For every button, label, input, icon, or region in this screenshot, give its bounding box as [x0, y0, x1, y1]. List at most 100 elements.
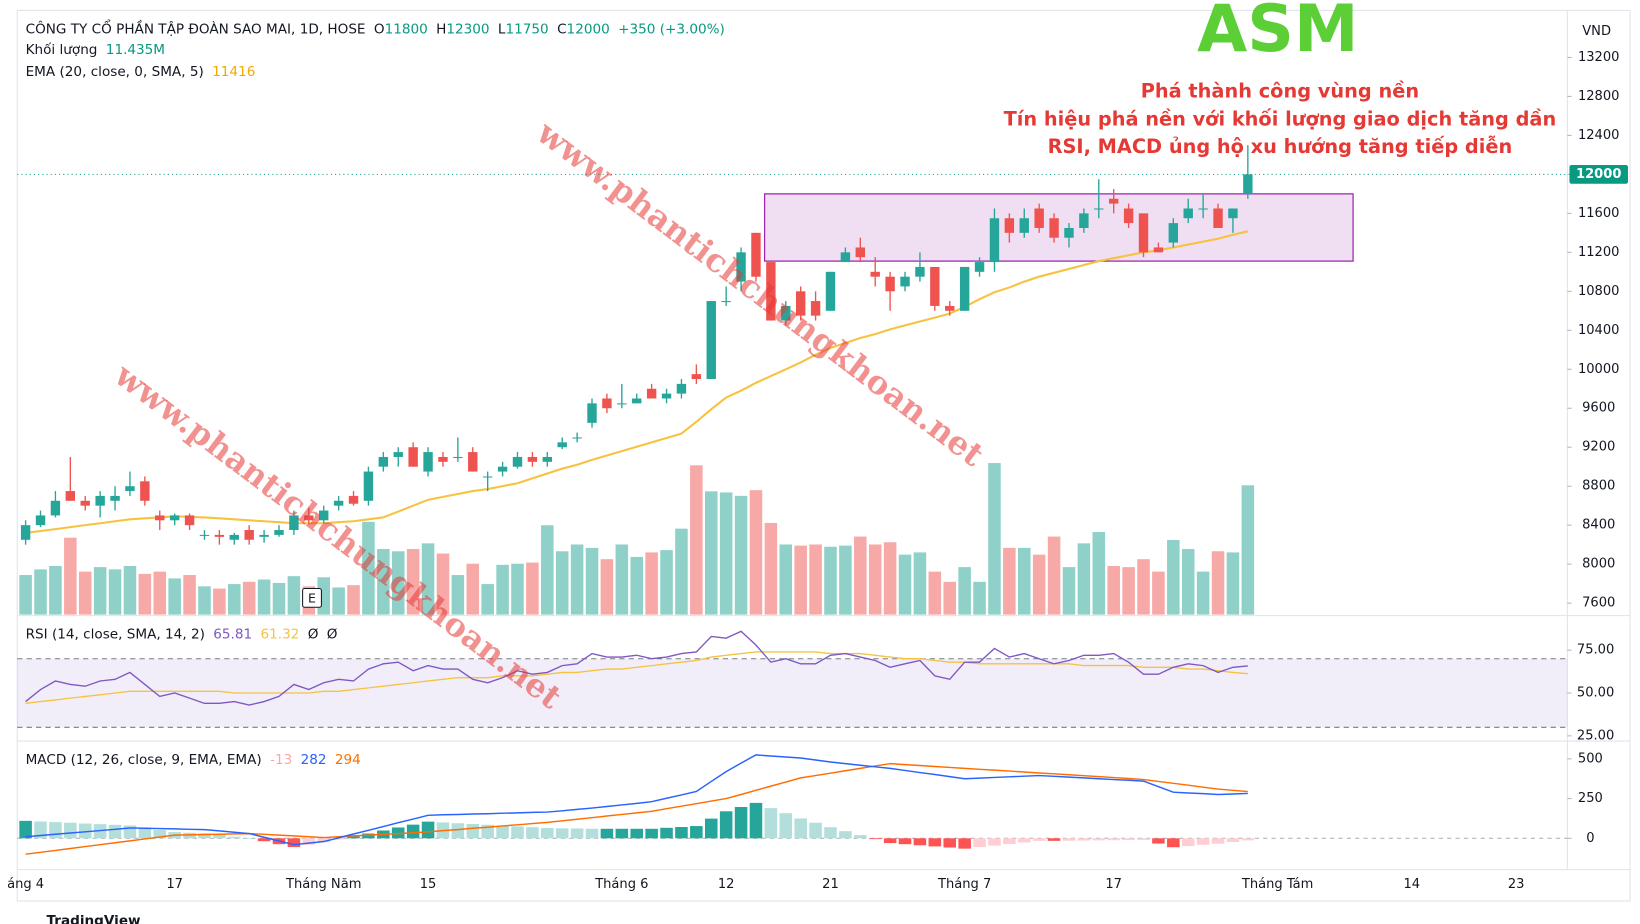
range-box: [763, 193, 1354, 262]
volume-bar: [78, 571, 92, 615]
candle-body: [95, 495, 105, 506]
candle-body: [676, 383, 687, 394]
volume-bar: [1226, 552, 1240, 615]
x-tick-label: 17: [1105, 877, 1122, 892]
macd-hist-bar: [347, 836, 360, 839]
macd-hist-bar: [600, 828, 614, 839]
x-tick-label: Tháng 6: [594, 877, 648, 892]
macd-hist-bar: [1122, 838, 1135, 841]
annotation: RSI, MACD ủng hộ xu hướng tăng tiếp diễn: [1048, 134, 1513, 158]
candle-body: [900, 276, 910, 287]
macd-hist-bar: [898, 838, 912, 845]
x-tick-label: 23: [1508, 877, 1525, 892]
candle-body: [989, 218, 1000, 263]
volume-bar: [675, 528, 688, 615]
macd-hist-bar: [570, 828, 584, 839]
macd-hist-bar: [1137, 838, 1150, 840]
candle-body: [274, 530, 284, 535]
x-tick-label: 12: [718, 877, 735, 892]
y-tick-label: 8000: [1582, 557, 1615, 572]
y-tick-label: 11600: [1578, 206, 1620, 221]
macd-hist-bar: [466, 824, 480, 839]
event-marker: E: [308, 590, 316, 605]
volume-bar: [719, 492, 733, 615]
macd-hist-bar: [690, 826, 703, 839]
candle-body: [1019, 218, 1029, 233]
macd-hist-bar: [749, 802, 763, 839]
volume-bar: [600, 559, 614, 615]
candle-body: [378, 456, 389, 467]
candle-body: [527, 456, 538, 462]
y-tick-label: 10800: [1578, 284, 1620, 299]
volume-bar: [406, 549, 420, 615]
volume-bar: [645, 552, 658, 615]
macd-tick-label: 500: [1578, 751, 1603, 766]
macd-hist-bar: [1181, 838, 1195, 847]
candle-body: [289, 515, 299, 531]
volume-bar: [93, 567, 107, 615]
candle-body: [751, 232, 761, 277]
candle-body: [915, 266, 925, 277]
candle-body: [333, 500, 344, 506]
candle-body: [304, 515, 314, 521]
volume-bar: [1017, 547, 1031, 615]
x-tick-label: áng 4: [7, 877, 44, 892]
candle-body: [721, 301, 731, 303]
volume-bar: [854, 536, 867, 615]
plot: 7600 8000 8400 8800 9200 9600 10000 10400 10800 1…: [7, 10, 1631, 892]
ema-line: [25, 230, 1249, 535]
candle-body: [825, 271, 836, 311]
macd-title: MACD (12, 26, close, 9, EMA, EMA): [26, 752, 262, 768]
candle-body: [1228, 208, 1238, 219]
y-tick-label: 10400: [1578, 323, 1620, 338]
candle-body: [1064, 227, 1074, 238]
macd-hist-bar: [49, 822, 62, 839]
macd-hist-bar: [19, 820, 32, 839]
x-tick-label: 17: [166, 877, 183, 892]
signal-line: [25, 762, 1248, 855]
volume-bar: [108, 569, 122, 615]
volume-bar: [943, 581, 957, 615]
macd-hist-bar: [988, 838, 1001, 846]
volume-bar: [630, 556, 643, 615]
macd-hist-bar: [406, 824, 420, 839]
rsi-extra: Ø: [308, 626, 319, 642]
candle-body: [617, 403, 627, 405]
macd-hist-bar: [928, 838, 942, 847]
candle-body: [602, 398, 612, 409]
high-value: 12300: [446, 21, 489, 37]
macd-hist-bar: [511, 826, 524, 839]
macd-hist-bar: [451, 823, 465, 839]
macd-hist-bar: [824, 827, 837, 839]
candle-body: [706, 301, 716, 380]
candle-body: [661, 393, 672, 399]
macd-hist-bar: [421, 821, 435, 839]
y-tick-label: 8800: [1582, 479, 1615, 494]
macd-hist-bar: [839, 831, 852, 839]
macd-hist-bar: [809, 822, 822, 839]
candle-body: [110, 495, 120, 501]
macd-hist-bar: [198, 833, 211, 839]
volume-bar: [779, 544, 793, 615]
volume-bar: [228, 584, 241, 615]
candle-body: [423, 452, 433, 472]
macd-hist-bar: [541, 827, 554, 839]
candle-body: [1108, 198, 1119, 204]
background: [4, 0, 1636, 924]
macd-hist-bar: [1017, 838, 1031, 843]
candle-body: [468, 452, 478, 472]
volume-bar: [466, 563, 480, 615]
macd-hist-bar: [1152, 838, 1165, 844]
macd-hist-bar: [630, 828, 643, 839]
change: +350 (+3.00%): [618, 21, 725, 37]
rsi-line: [25, 630, 1248, 706]
volume-bar: [1241, 485, 1255, 615]
macd-hist-bar: [1241, 838, 1255, 841]
rsi-title: RSI (14, close, SMA, 14, 2): [26, 626, 205, 642]
volume-bar: [1211, 551, 1225, 615]
volume-bar: [272, 582, 286, 615]
rsi-sma-value: 61.32: [261, 626, 300, 642]
candle-body: [140, 481, 150, 501]
volume-bar: [1137, 559, 1150, 615]
volume-bar: [868, 544, 882, 615]
